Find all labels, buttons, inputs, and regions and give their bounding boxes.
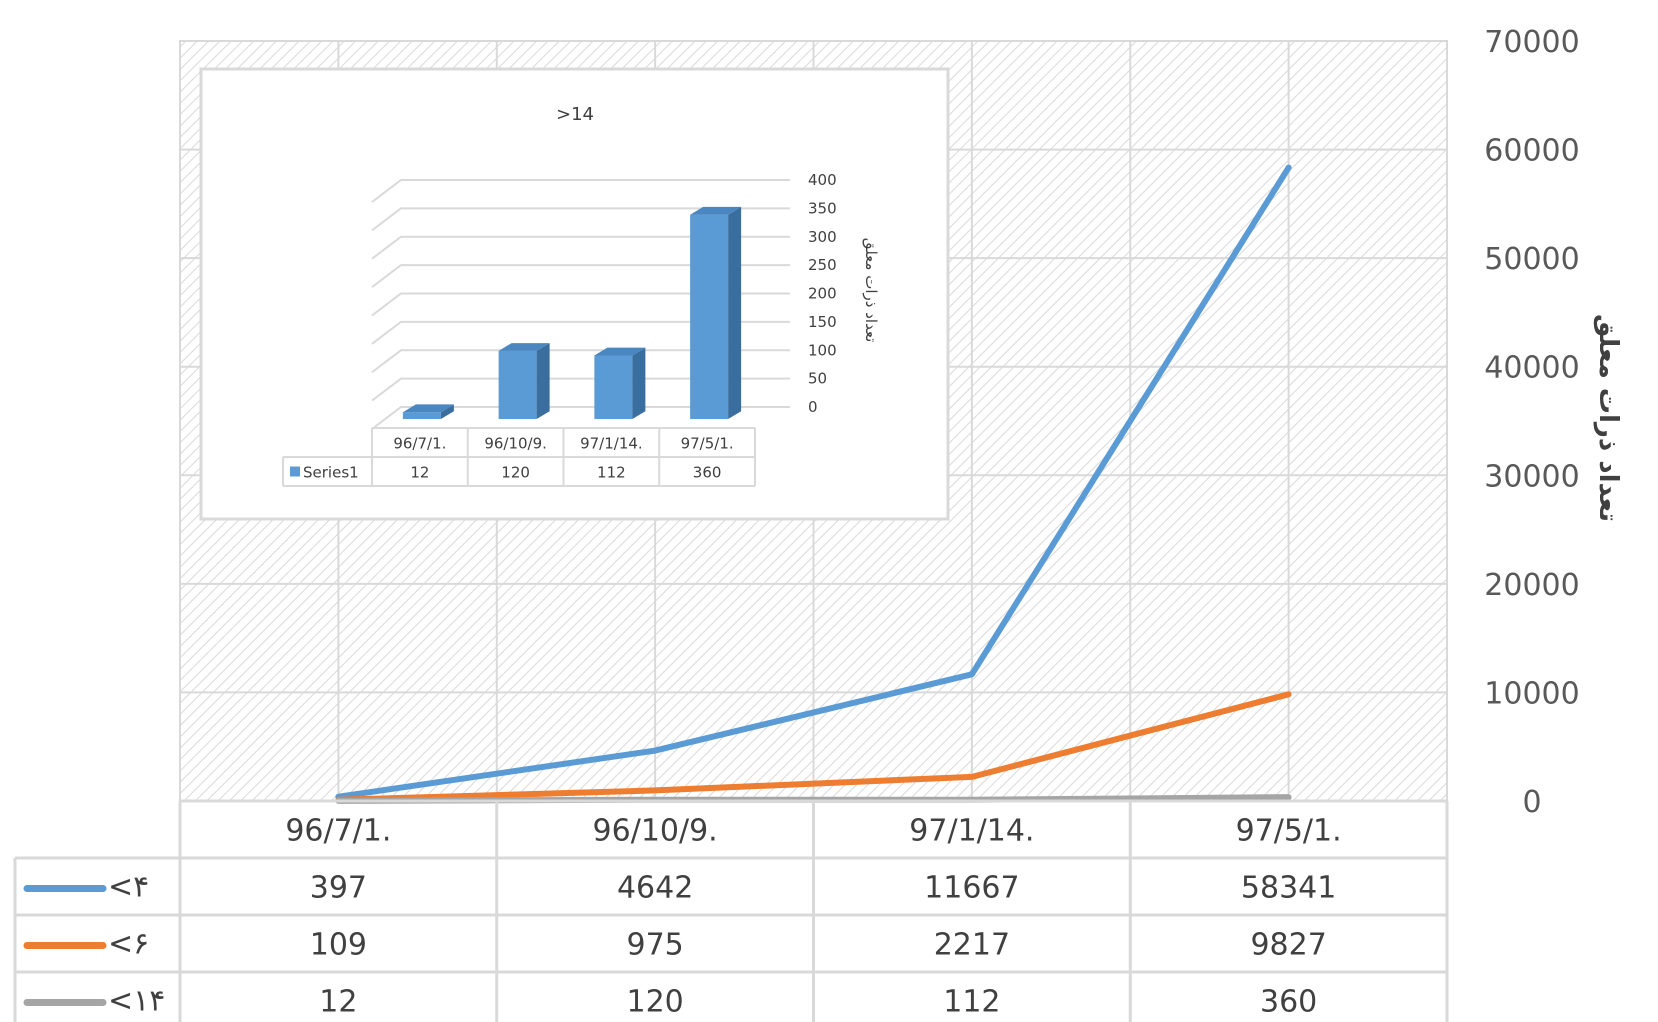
table-cell: 2217 bbox=[934, 928, 1010, 963]
series-line bbox=[335, 691, 1292, 803]
inset-bar bbox=[402, 412, 441, 419]
inset-gridline bbox=[371, 264, 790, 288]
inset-gridline bbox=[371, 179, 790, 203]
inset-bar-top bbox=[402, 404, 454, 413]
inset-bar-side bbox=[632, 347, 646, 419]
inset-y-tick-label: 100 bbox=[808, 341, 837, 359]
x-category-label: 96/7/1. bbox=[285, 814, 391, 849]
inset-bar-top bbox=[690, 206, 742, 215]
y-tick-label: 30000 bbox=[1484, 459, 1579, 494]
y-tick-label: 10000 bbox=[1484, 676, 1579, 711]
inset-bar bbox=[498, 350, 537, 419]
inset-gridline bbox=[371, 207, 790, 232]
legend-label: <۱۴ bbox=[108, 984, 165, 1019]
table-cell: 360 bbox=[1260, 985, 1317, 1020]
y-tick-label: 50000 bbox=[1484, 242, 1579, 277]
inset-legend-label: Series1 bbox=[303, 464, 359, 482]
inset-y-axis: 0 50 100 150 200 250 300 350 400 bbox=[808, 171, 837, 416]
x-category-label: 96/10/9. bbox=[593, 814, 718, 849]
inset-table-cell: 12 bbox=[410, 464, 429, 482]
inset-legend-swatch bbox=[290, 466, 300, 477]
inset-gridline bbox=[371, 292, 790, 317]
table-cell: 975 bbox=[626, 928, 683, 963]
inset-x-category-label: 97/1/14. bbox=[580, 435, 643, 453]
inset-y-tick-label: 150 bbox=[808, 313, 837, 331]
y-tick-label: 20000 bbox=[1484, 568, 1579, 603]
table-cell: 109 bbox=[310, 928, 367, 963]
inset-bar-top bbox=[594, 347, 646, 356]
inset-bar bbox=[690, 214, 729, 419]
legend-label: <۴ bbox=[108, 870, 149, 905]
inset-y-tick-label: 250 bbox=[808, 256, 837, 274]
inset-bar bbox=[594, 355, 633, 419]
y-axis-title: تعداد ذرات معلق bbox=[1593, 314, 1623, 522]
inset-x-category-label: 96/7/1. bbox=[393, 435, 446, 453]
table-cell: 12 bbox=[319, 985, 357, 1020]
inset-x-category-label: 97/5/1. bbox=[681, 435, 734, 453]
inset-y-tick-label: 0 bbox=[808, 398, 818, 416]
inset-gridline bbox=[371, 320, 790, 345]
y-tick-label: 60000 bbox=[1484, 134, 1579, 169]
inset-chart-title: >14 bbox=[556, 104, 594, 125]
inset-y-tick-label: 400 bbox=[808, 171, 837, 189]
table-cell: 11667 bbox=[924, 871, 1019, 906]
data-table: 96/7/1. 96/10/9. 97/1/14. 97/5/1. <۴ 397 4642 1… bbox=[13, 799, 1449, 1022]
inset-bar-side bbox=[728, 206, 742, 419]
inset-gridlines bbox=[371, 179, 790, 430]
inset-bar-side bbox=[440, 404, 454, 419]
inset-bar-chart: >14 0 50 100 150 200 250 300 350 400 تعداد ذرات … bbox=[199, 67, 950, 521]
table-cell: 397 bbox=[310, 871, 367, 906]
x-category-label: 97/1/14. bbox=[909, 814, 1034, 849]
inset-y-tick-label: 50 bbox=[808, 370, 827, 388]
inset-table-cell: 120 bbox=[501, 464, 530, 482]
inset-gridline bbox=[371, 406, 790, 430]
inset-bars bbox=[402, 206, 742, 419]
x-category-label: 97/5/1. bbox=[1236, 814, 1342, 849]
table-cell: 112 bbox=[943, 985, 1000, 1020]
inset-y-tick-label: 350 bbox=[808, 199, 837, 217]
y-axis: 0 10000 20000 30000 40000 50000 60000 70000 bbox=[1484, 25, 1579, 820]
inset-bar-side bbox=[536, 343, 550, 419]
inset-gridline bbox=[371, 349, 790, 374]
inset-y-axis-title: تعداد ذرات معلق bbox=[862, 238, 880, 343]
inset-table-cell: 360 bbox=[693, 464, 722, 482]
series-line bbox=[335, 164, 1292, 800]
table-cell: 4642 bbox=[617, 871, 693, 906]
legend-label: <۶ bbox=[108, 927, 149, 962]
inset-table-cell: 112 bbox=[597, 464, 626, 482]
table-cell: 120 bbox=[626, 985, 683, 1020]
inset-data-table: 96/7/1. 96/10/9. 97/1/14. 97/5/1. Series1 12 1… bbox=[282, 427, 756, 487]
inset-bar-top bbox=[498, 343, 550, 351]
y-tick-label: 70000 bbox=[1484, 25, 1579, 60]
inset-gridline bbox=[371, 235, 790, 260]
inset-y-tick-label: 300 bbox=[808, 228, 837, 246]
inset-y-tick-label: 200 bbox=[808, 285, 837, 303]
inset-x-category-label: 96/10/9. bbox=[484, 435, 547, 453]
inset-gridline bbox=[371, 377, 790, 402]
y-tick-label: 40000 bbox=[1484, 351, 1579, 386]
table-cell: 9827 bbox=[1250, 928, 1326, 963]
y-tick-label: 0 bbox=[1522, 785, 1541, 820]
table-cell: 58341 bbox=[1241, 871, 1336, 906]
